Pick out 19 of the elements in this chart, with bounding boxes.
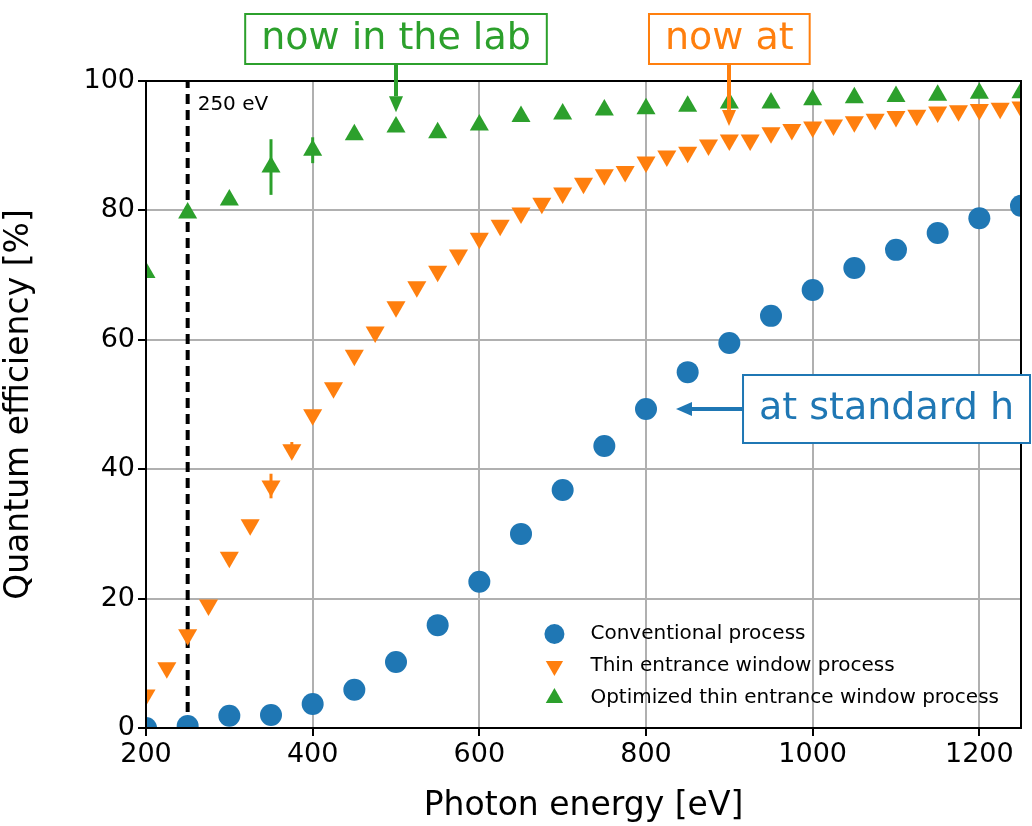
x-tick-label: 600: [453, 737, 506, 769]
x-tick-label: 1200: [944, 737, 1014, 769]
y-tick-label: 100: [83, 63, 135, 95]
x-axis-title: Photon energy [eV]: [423, 783, 744, 823]
x-tick-label: 1000: [778, 737, 848, 769]
y-tick-label: 40: [100, 451, 135, 483]
legend-label: Thin entrance window process: [589, 652, 895, 677]
annotation: at standard h: [759, 383, 1015, 428]
annotation: now in the lab: [261, 13, 531, 58]
ref-line-label: 250 eV: [197, 91, 269, 116]
legend-label: Optimized thin entrance window process: [590, 684, 1000, 709]
legend-label: Conventional process: [590, 620, 806, 645]
y-axis-title: Quantum efficiency [%]: [0, 209, 37, 600]
y-tick-label: 60: [100, 321, 135, 353]
y-tick-label: 20: [100, 580, 135, 612]
y-tick-label: 80: [100, 192, 135, 224]
annotation: now at: [664, 13, 794, 58]
x-tick-label: 400: [286, 737, 339, 769]
x-tick-label: 800: [620, 737, 672, 769]
